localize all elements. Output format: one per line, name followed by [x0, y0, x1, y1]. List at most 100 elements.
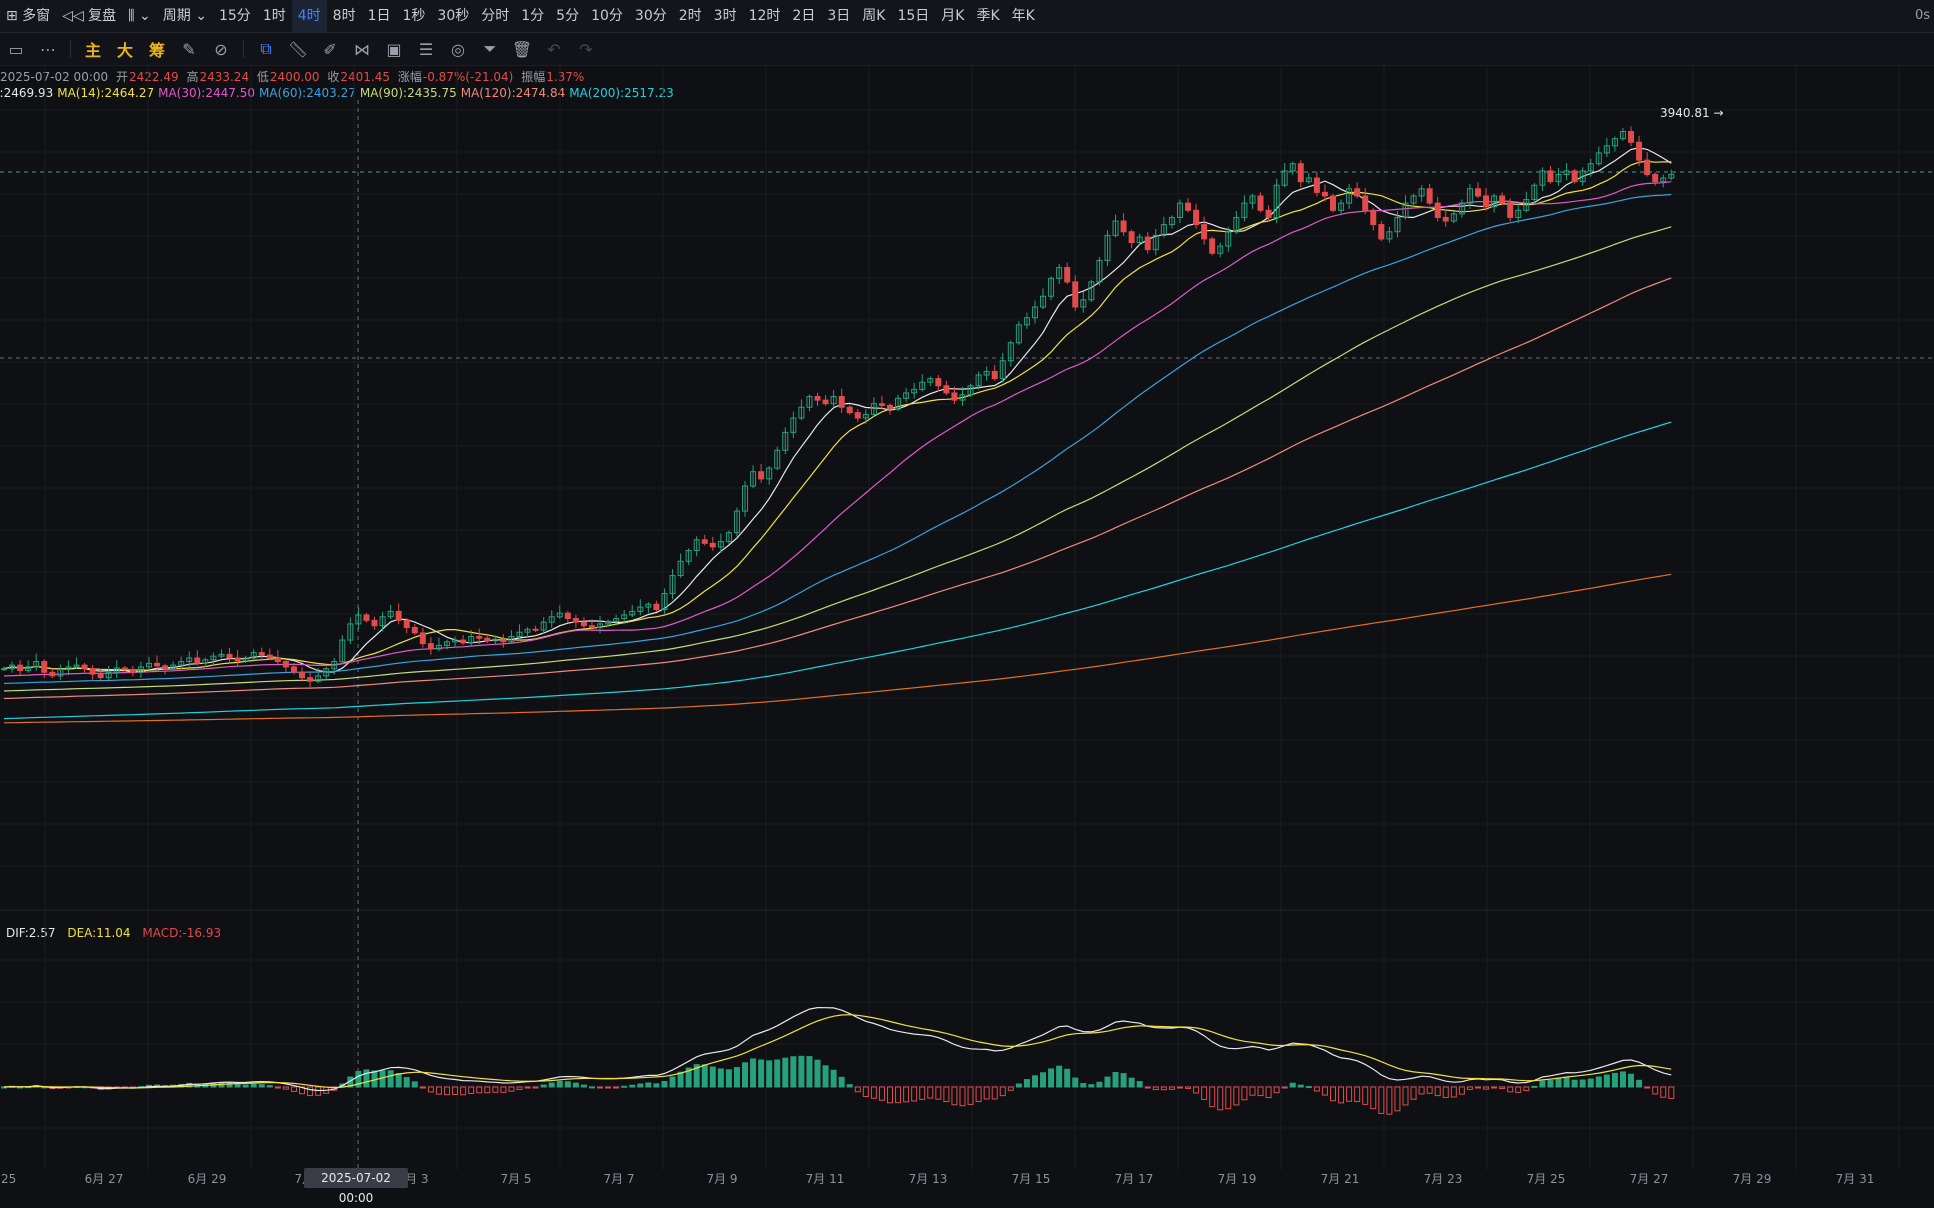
candle-body: [121, 667, 128, 670]
period-weekly[interactable]: 周K: [862, 8, 886, 24]
rectangle-icon[interactable]: ▭: [8, 39, 24, 59]
pattern-icon[interactable]: ⋈: [354, 39, 370, 59]
period-monthly[interactable]: 月K: [941, 8, 965, 24]
period-1s[interactable]: 1秒: [402, 8, 426, 24]
macd-histogram-bar: [1539, 1080, 1546, 1088]
macd-histogram-bar: [1394, 1086, 1401, 1112]
candle-body: [1289, 163, 1296, 172]
candle-body: [951, 392, 958, 401]
period-8h[interactable]: 8时: [332, 8, 356, 24]
ruler-icon[interactable]: 📏︎: [287, 39, 309, 59]
candle-body: [1499, 195, 1506, 204]
macd-histogram-bar: [1064, 1068, 1071, 1088]
candle-body: [1539, 170, 1546, 186]
chip-distribution-toggle[interactable]: 筹: [148, 41, 165, 60]
note-icon[interactable]: ☰: [418, 39, 434, 59]
main-indicator-toggle[interactable]: 主: [84, 41, 101, 60]
magnet-icon[interactable]: ◎: [451, 39, 465, 59]
candle-body: [1176, 202, 1183, 218]
macd-histogram-bar: [1628, 1073, 1635, 1088]
period-30m[interactable]: 30分: [634, 8, 667, 24]
candle-body: [685, 550, 692, 562]
period-period[interactable]: 周期 ⌄: [162, 8, 207, 24]
pen-slash-icon[interactable]: ⊘: [214, 39, 228, 59]
period-1h[interactable]: 1时: [262, 8, 286, 24]
period-15m[interactable]: 15分: [218, 8, 251, 24]
macd-histogram-bar: [887, 1086, 893, 1104]
macd-histogram-bar: [1636, 1079, 1643, 1088]
ma-legend-item: MA(30):2447.50: [158, 86, 255, 100]
period-1d[interactable]: 1日: [367, 8, 391, 24]
macd-histogram-bar: [363, 1069, 370, 1088]
more-icon[interactable]: ⋯: [40, 39, 56, 59]
candle-body: [846, 406, 853, 414]
candle-body: [1434, 202, 1441, 218]
macd-histogram-bar: [1080, 1083, 1087, 1088]
copy-icon[interactable]: ⧉: [260, 39, 272, 58]
candle-body: [41, 661, 48, 673]
x-tick-label: 6月 29: [188, 1172, 227, 1186]
ma-legend-item: MA(7):2469.93: [0, 86, 54, 100]
candle-body: [210, 655, 217, 661]
candle-body: [1563, 170, 1570, 175]
period-timeline[interactable]: 分时: [481, 8, 510, 24]
candle-body: [637, 606, 644, 612]
candle-body: [81, 664, 88, 670]
period-2d[interactable]: 2日: [792, 8, 816, 24]
period-4h[interactable]: 4时: [291, 0, 327, 32]
macd-histogram-bar: [484, 1086, 491, 1094]
period-15d[interactable]: 15日: [897, 8, 930, 24]
candle-body: [862, 413, 869, 419]
period-multi-window[interactable]: ⊞ 多窗: [6, 8, 51, 24]
macd-dea-line: [3, 1014, 1672, 1089]
candle-body: [49, 671, 56, 677]
candle-body: [1201, 224, 1208, 240]
period-12h[interactable]: 12时: [748, 8, 781, 24]
period-3d[interactable]: 3日: [827, 8, 851, 24]
period-10m[interactable]: 10分: [591, 8, 623, 24]
candle-body: [1531, 184, 1538, 201]
large-order-toggle[interactable]: 大: [116, 41, 133, 60]
macd-histogram-bar: [1466, 1086, 1473, 1090]
brush-icon[interactable]: ✐: [323, 39, 337, 59]
period-5m[interactable]: 5分: [556, 8, 580, 24]
macd-histogram-bar: [411, 1081, 418, 1088]
ma-7-line: [3, 147, 1672, 673]
macd-histogram-bar: [1176, 1086, 1183, 1089]
filter-icon[interactable]: ⏷: [483, 39, 497, 58]
period-quarterly[interactable]: 季K: [976, 8, 1000, 24]
macd-histogram-bar: [1668, 1086, 1675, 1099]
period-yearly[interactable]: 年K: [1011, 8, 1035, 24]
candle-body: [1104, 234, 1111, 261]
lock-icon[interactable]: ▣: [386, 39, 402, 59]
macd-histogram-bar: [1354, 1086, 1361, 1103]
period-chart-style[interactable]: ⫼ ⌄: [128, 8, 151, 24]
period-1m[interactable]: 1分: [521, 8, 545, 24]
macd-histogram-bar: [1450, 1086, 1457, 1098]
edit-icon[interactable]: ✎: [182, 39, 196, 59]
period-3h[interactable]: 3时: [713, 8, 737, 24]
candle-body: [532, 628, 539, 631]
macd-histogram-bar: [1652, 1086, 1659, 1095]
period-2h[interactable]: 2时: [678, 8, 702, 24]
undo-icon[interactable]: ↶: [547, 39, 561, 59]
macd-histogram-bar: [661, 1081, 668, 1088]
candle-body: [508, 635, 515, 643]
x-tick-label: 7月 11: [806, 1172, 845, 1186]
macd-histogram-bar: [1555, 1078, 1562, 1088]
candle-body: [895, 397, 902, 410]
candle-body: [959, 394, 966, 401]
redo-icon[interactable]: ↷: [579, 39, 593, 59]
period-replay[interactable]: ◁◁ 复盘: [62, 8, 117, 24]
period-30s[interactable]: 30秒: [437, 8, 470, 24]
macd-histogram-bar: [975, 1086, 982, 1102]
macd-histogram-bar: [588, 1086, 595, 1089]
trash-icon[interactable]: 🗑︎: [511, 39, 533, 59]
macd-histogram-bar: [476, 1086, 483, 1094]
macd-histogram-bar: [419, 1086, 426, 1089]
candle-body: [725, 532, 732, 543]
candle-body: [1362, 195, 1369, 211]
candle-body: [1040, 295, 1047, 308]
candle-body: [1096, 259, 1103, 283]
